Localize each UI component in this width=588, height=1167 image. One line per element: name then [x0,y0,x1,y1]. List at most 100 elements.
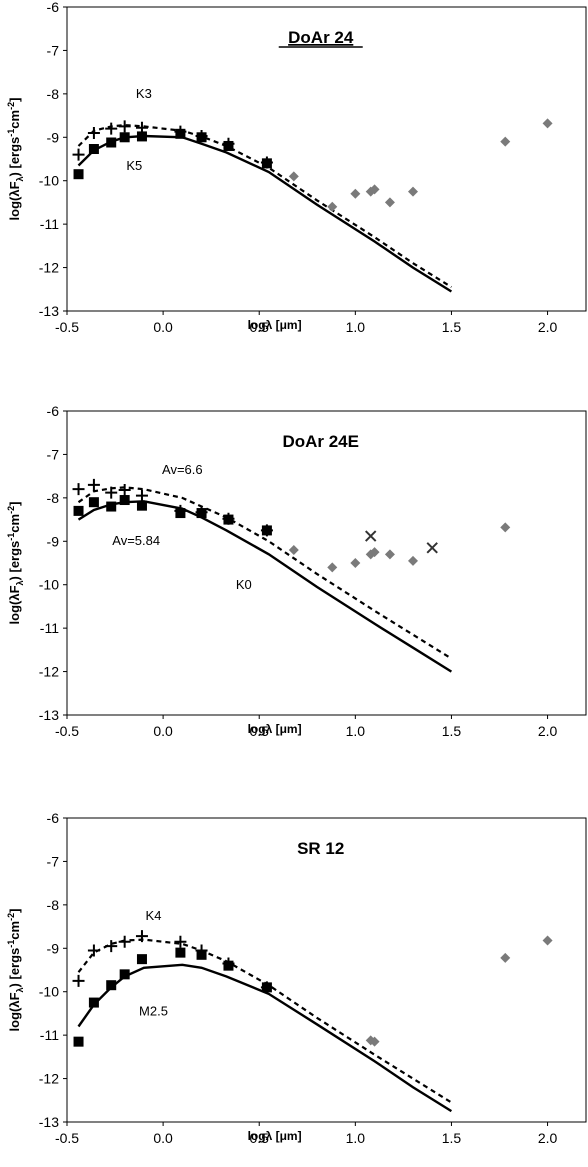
data-point-diamond [327,562,338,573]
chart-panel: -6 -7 -8 -9 -10 -11 -12 -13-0.5 0.0 0.5 1.0 1.5 2.0 l… [6,403,587,739]
chart-panel: -6 -7 -8 -9 -10 -11 -12 -13-0.5 0.0 0.5 1.0 1.5 2.0 l… [6,0,587,335]
annotation-label: M2.5 [139,1004,168,1019]
data-point-square [106,501,117,512]
data-point-square [88,997,99,1008]
data-point-diamond [288,544,299,555]
y-tick-label: -13 [39,303,59,319]
data-point-square [73,1036,84,1047]
data-point-plus [118,484,131,497]
data-point-diamond [408,555,418,566]
y-axis-label: log(λFλ) [ergs-1cm-2] [6,98,25,221]
y-tick-label: -8 [47,490,60,506]
data-point-square [196,949,207,960]
data-point-square [175,508,186,519]
data-point-cross [365,530,377,542]
x-tick-label: 1.5 [442,319,462,335]
data-point-square [175,128,186,139]
data-point-diamond [500,952,511,963]
data-point-square [73,169,84,180]
x-tick-label: -0.5 [55,1130,79,1146]
data-point-square [223,514,234,525]
data-point-diamond [369,547,380,558]
data-point-plus [72,974,85,987]
y-tick-label: -6 [47,810,60,826]
x-tick-label: 1.0 [346,1130,366,1146]
y-tick-label: -12 [39,1071,59,1087]
data-point-square [88,497,99,508]
data-point-square [223,140,234,151]
data-point-plus [87,126,100,139]
data-point-diamond [350,188,361,199]
y-tick-label: -10 [39,984,59,1000]
data-point-square [261,525,272,536]
data-point-plus [72,483,85,496]
chart-title: SR 12 [297,839,344,858]
data-point-diamond [542,118,553,129]
annotation-label: K5 [126,158,142,173]
y-tick-label: -8 [47,897,60,913]
annotation-label: K0 [236,577,252,592]
data-point-diamond [500,522,511,533]
data-point-diamond [350,558,361,568]
x-tick-label: 0.5 [249,723,269,739]
data-point-square [106,137,117,148]
x-tick-label: 1.5 [442,723,462,739]
data-point-square [88,144,99,155]
data-point-diamond [288,171,299,182]
model-curve-dashed [77,486,452,660]
data-point-square [136,954,147,965]
data-point-plus [105,486,118,499]
data-point-square [196,508,207,519]
data-point-diamond [369,184,380,195]
data-point-plus [174,935,187,948]
data-point-cross [426,542,438,554]
data-point-diamond [500,136,511,147]
data-point-diamond [327,201,338,212]
y-tick-label: -9 [47,940,60,956]
y-tick-label: -12 [39,260,59,276]
plot-frame [66,410,587,716]
data-point-square [196,132,207,143]
data-point-plus [72,148,85,161]
model-curve-dashed [77,938,452,1104]
data-point-square [73,505,84,516]
data-point-diamond [384,197,395,208]
x-tick-label: 2.0 [538,1130,558,1146]
y-axis-label: log(λFλ) [ergs-1cm-2] [6,909,25,1032]
plot-frame [66,6,587,312]
y-tick-label: -7 [47,42,60,58]
x-tick-label: 1.5 [442,1130,462,1146]
y-tick-label: -6 [47,0,60,15]
data-point-diamond [408,186,418,197]
x-axis-label: logλ [μm] [248,318,302,332]
data-point-square [261,982,272,993]
y-tick-label: -10 [39,173,59,189]
data-point-square [136,131,147,142]
chart-panel: -6 -7 -8 -9 -10 -11 -12 -13-0.5 0.0 0.5 1.0 1.5 2.0 l… [6,810,587,1146]
data-point-square [119,969,130,980]
y-tick-label: -13 [39,707,59,723]
data-point-diamond [384,549,395,560]
data-point-plus [105,940,118,953]
data-point-plus [105,122,118,135]
data-point-plus [87,944,100,957]
data-point-square [261,158,272,169]
x-tick-label: 0.0 [153,319,173,335]
y-tick-label: -6 [47,403,60,419]
data-point-plus [135,930,148,943]
annotation-label: K3 [136,86,152,101]
x-tick-label: 1.0 [346,723,366,739]
chart-title: DoAr 24E [282,432,359,451]
annotation-label: Av=6.6 [162,462,203,477]
annotation-label: Av=5.84 [112,533,160,548]
data-point-plus [135,489,148,502]
y-tick-label: -11 [40,216,59,232]
data-point-diamond [369,1036,380,1047]
y-tick-label: -10 [39,577,59,593]
data-point-plus [87,478,100,491]
x-axis-label: logλ [μm] [248,722,302,736]
y-tick-label: -11 [40,1027,59,1043]
y-tick-label: -9 [47,129,60,145]
x-tick-label: -0.5 [55,723,79,739]
